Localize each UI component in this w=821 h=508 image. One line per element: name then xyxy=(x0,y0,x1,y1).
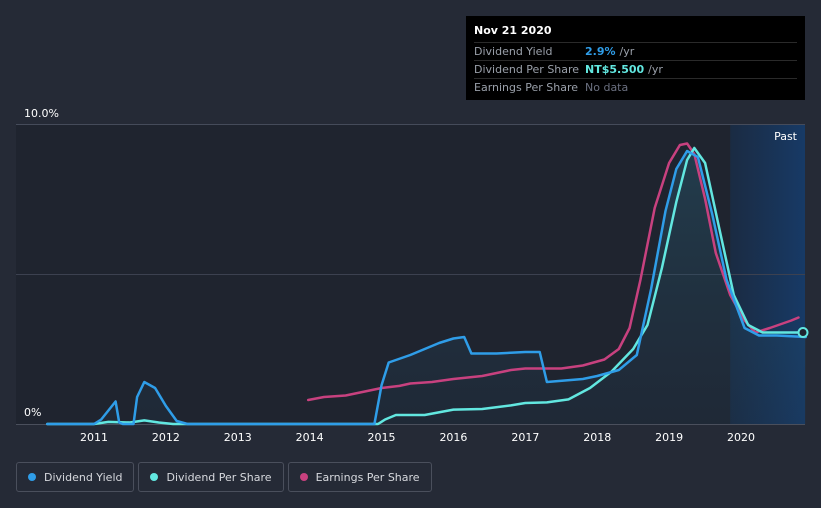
x-tick-label: 2017 xyxy=(511,431,539,444)
dividend-per-share-line xyxy=(46,146,807,426)
tooltip-value: NT$5.500 xyxy=(585,63,645,76)
earnings-per-share-line xyxy=(306,142,800,402)
tooltip: Nov 21 2020 Dividend Yield 2.9% /yr Divi… xyxy=(466,16,805,100)
x-tick-label: 2012 xyxy=(152,431,180,444)
tooltip-row-dividend-per-share: Dividend Per Share NT$5.500 /yr xyxy=(474,60,797,78)
legend-item-earnings-per-share[interactable]: Earnings Per Share xyxy=(287,462,432,492)
tooltip-row-earnings-per-share: Earnings Per Share No data xyxy=(474,78,797,96)
dividend-yield-line xyxy=(46,149,807,426)
tooltip-date: Nov 21 2020 xyxy=(474,24,552,37)
tooltip-row-dividend-yield: Dividend Yield 2.9% /yr xyxy=(474,42,797,60)
x-tick-label: 2016 xyxy=(439,431,467,444)
x-tick-label: 2014 xyxy=(296,431,324,444)
x-tick-label: 2020 xyxy=(727,431,755,444)
tooltip-label: Dividend Yield xyxy=(474,45,553,58)
legend-label: Earnings Per Share xyxy=(315,470,420,484)
tooltip-unit: /yr xyxy=(619,45,635,58)
y-axis-zero-label: 0% xyxy=(24,406,41,419)
tooltip-unit: /yr xyxy=(648,63,663,76)
x-tick-label: 2015 xyxy=(368,431,396,444)
x-tick-label: 2018 xyxy=(583,431,611,444)
legend-item-dividend-per-share[interactable]: Dividend Per Share xyxy=(138,462,284,492)
legend-dot-icon xyxy=(299,473,308,481)
tooltip-value: 2.9% xyxy=(585,45,616,58)
tooltip-label: Dividend Per Share xyxy=(474,63,580,76)
dividend-yield-area xyxy=(47,151,806,424)
y-axis-top-label: 10.0% xyxy=(24,107,59,120)
legend-dot-icon xyxy=(150,473,159,481)
x-tick-label: 2019 xyxy=(655,431,683,444)
tooltip-value: No data xyxy=(585,81,629,94)
legend-item-dividend-yield[interactable]: Dividend Yield xyxy=(16,462,135,492)
legend-label: Dividend Yield xyxy=(44,470,123,484)
legend: Dividend Yield Dividend Per Share Earnin… xyxy=(16,462,432,492)
x-tick-label: 2011 xyxy=(80,431,108,444)
tooltip-label: Earnings Per Share xyxy=(474,81,579,94)
current-value-marker xyxy=(797,327,809,338)
past-label: Past xyxy=(774,130,798,143)
x-tick-label: 2013 xyxy=(224,431,252,444)
legend-label: Dividend Per Share xyxy=(166,470,272,484)
legend-dot-icon xyxy=(28,473,36,481)
